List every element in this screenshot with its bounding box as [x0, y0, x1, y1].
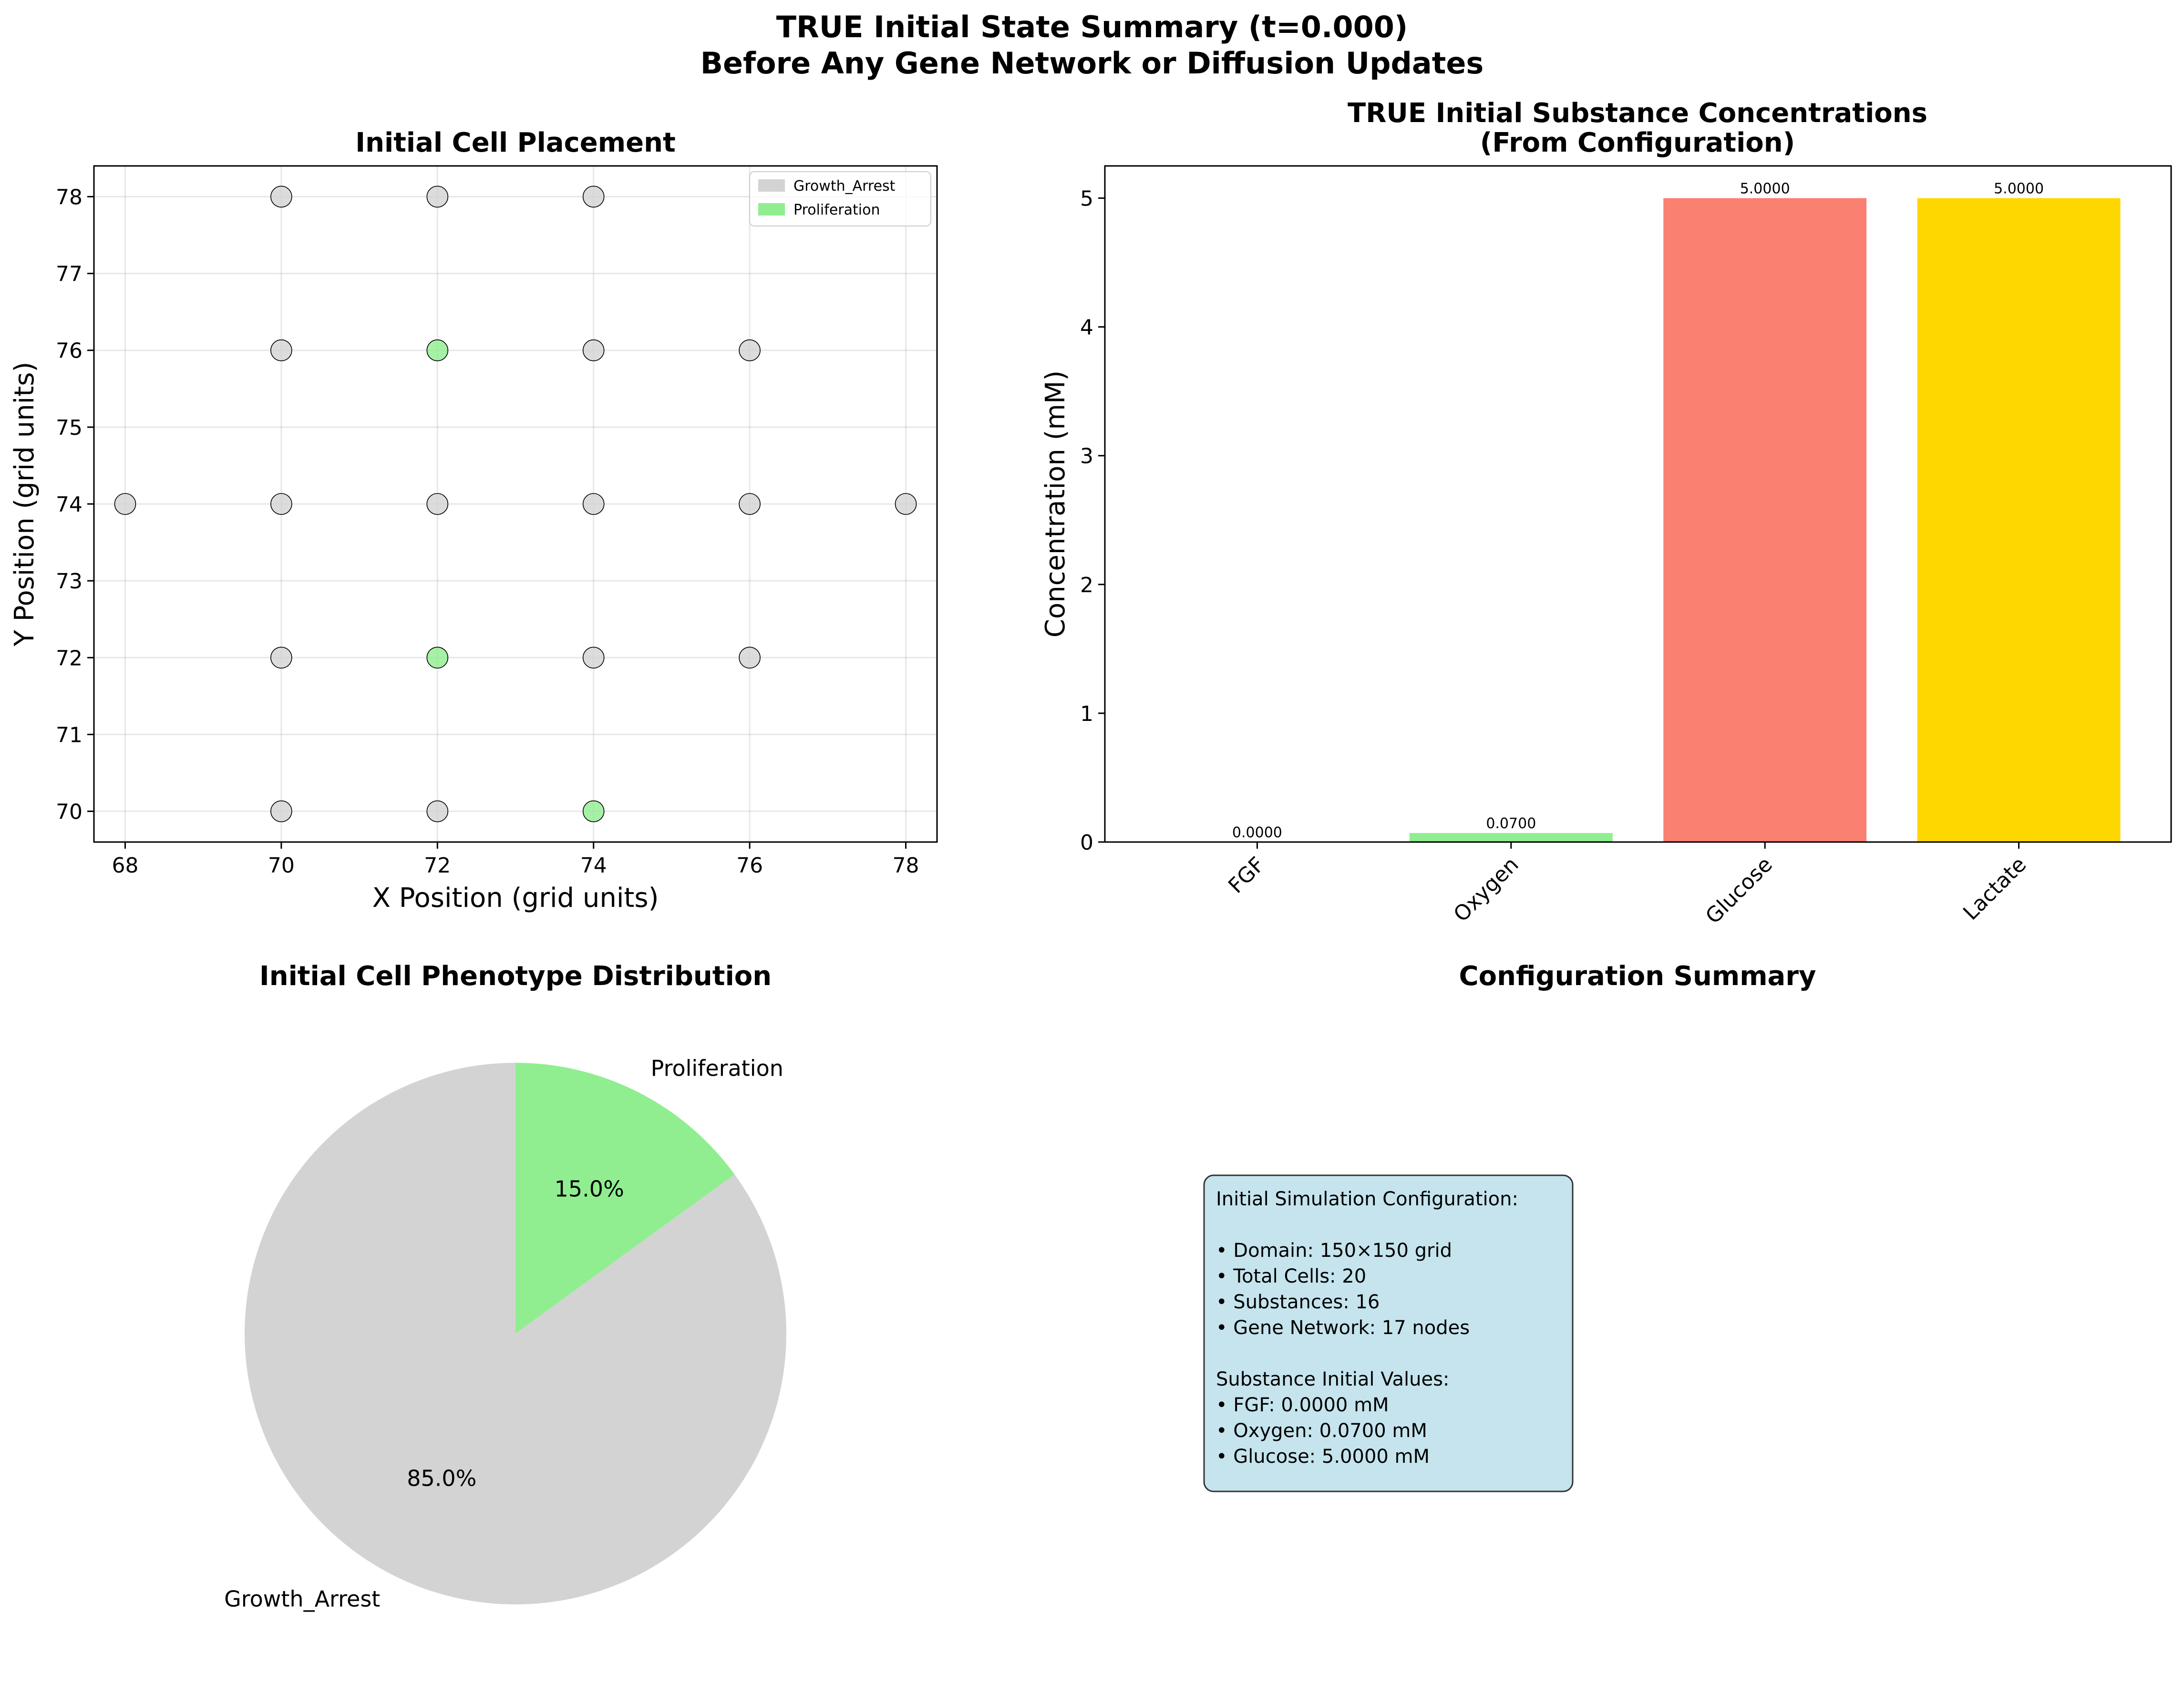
- scatter-point-growth-arrest: [739, 339, 761, 361]
- bar-panel: TRUE Initial Substance Concentrations (F…: [1040, 98, 2172, 929]
- scatter-point-proliferation: [426, 647, 449, 669]
- scatter-ytick-label: 71: [56, 723, 82, 747]
- scatter-point-growth-arrest: [426, 185, 449, 208]
- scatter-ticks: 68 70 72 74 76 78 70 71 72 73 74 75 76 77 78: [56, 185, 919, 878]
- scatter-legend: Growth_Arrest Proliferation: [749, 171, 931, 226]
- bar-value-label-glucose: 5.0000: [1740, 181, 1790, 197]
- pie-labels: Proliferation 15.0% Growth_Arrest 85.0%: [224, 1055, 783, 1612]
- scatter-ytick-label: 74: [56, 493, 82, 517]
- bar-xtick-label-oxygen: Oxygen: [1449, 853, 1524, 927]
- bar-lactate: [1917, 198, 2121, 842]
- bar-ytick-label: 4: [1080, 316, 1093, 340]
- config-line: • Total Cells: 20: [1216, 1265, 1366, 1287]
- config-line: • Substances: 16: [1216, 1291, 1380, 1313]
- legend-label-proliferation: Proliferation: [793, 202, 880, 218]
- scatter-xlabel: X Position (grid units): [372, 883, 659, 914]
- scatter-point-growth-arrest: [270, 185, 292, 208]
- scatter-point-proliferation: [582, 800, 605, 822]
- bar-ylabel: Concentration (mM): [1040, 370, 1071, 638]
- scatter-axes-frame: [93, 165, 938, 843]
- bar-bars: 0.0000 0.0700 5.0000 5.0000: [1232, 181, 2121, 842]
- bar-ticks: 0 1 2 3 4 5 FGF Oxygen Glucose Lactate: [1080, 187, 2031, 929]
- config-line: • Gene Network: 17 nodes: [1216, 1317, 1470, 1339]
- scatter-point-growth-arrest: [582, 339, 605, 361]
- config-title: Configuration Summary: [1459, 961, 1816, 992]
- config-box: [1203, 1174, 1574, 1492]
- bar-ytick-label: 2: [1080, 573, 1093, 597]
- scatter-grid: [94, 166, 937, 842]
- bar-title-line1: TRUE Initial Substance Concentrations: [1348, 98, 1927, 129]
- pie-label-proliferation: Proliferation: [651, 1055, 783, 1081]
- scatter-xtick-label: 78: [893, 853, 919, 878]
- bar-ytick-label: 3: [1080, 444, 1093, 469]
- scatter-point-proliferation: [426, 339, 449, 361]
- pie-panel: Initial Cell Phenotype Distribution Prol…: [224, 961, 787, 1612]
- scatter-points: [114, 185, 917, 822]
- scatter-point-growth-arrest: [270, 647, 292, 669]
- legend-box: [749, 171, 931, 226]
- scatter-ytick-label: 72: [56, 646, 82, 670]
- bar-axes-frame: [1104, 165, 2172, 843]
- scatter-point-growth-arrest: [270, 800, 292, 822]
- scatter-panel: Initial Cell Placement 68 70 72 74 76 78 70 71 7…: [9, 127, 938, 914]
- legend-label-growth-arrest: Growth_Arrest: [793, 178, 896, 195]
- pie-label-growth-arrest: Growth_Arrest: [224, 1586, 380, 1612]
- bar-ytick-label: 5: [1080, 187, 1093, 211]
- config-line: • Domain: 150×150 grid: [1216, 1240, 1452, 1262]
- bar-ytick-label: 1: [1080, 702, 1093, 726]
- bar-glucose: [1663, 198, 1867, 842]
- scatter-point-growth-arrest: [739, 647, 761, 669]
- bar-xtick-label-fgf: FGF: [1224, 853, 1269, 898]
- bar-value-label-fgf: 0.0000: [1232, 824, 1282, 841]
- scatter-xtick-label: 76: [736, 853, 763, 878]
- scatter-point-growth-arrest: [270, 493, 292, 515]
- bar-title-line2: (From Configuration): [1480, 127, 1795, 158]
- scatter-point-growth-arrest: [895, 493, 917, 515]
- scatter-ytick-label: 75: [56, 416, 82, 440]
- pie-slices: [245, 1063, 787, 1604]
- scatter-point-growth-arrest: [114, 493, 136, 515]
- legend-swatch-proliferation: [758, 203, 785, 216]
- config-line: Initial Simulation Configuration:: [1216, 1188, 1518, 1210]
- scatter-ytick-label: 76: [56, 339, 82, 363]
- config-line: • Oxygen: 0.0700 mM: [1216, 1420, 1427, 1442]
- scatter-point-growth-arrest: [426, 800, 449, 822]
- bar-value-label-lactate: 5.0000: [1994, 181, 2044, 197]
- bar-ytick-label: 0: [1080, 831, 1093, 855]
- scatter-ylabel: Y Position (grid units): [9, 362, 40, 647]
- scatter-xtick-label: 70: [268, 853, 295, 878]
- scatter-xtick-label: 68: [112, 853, 138, 878]
- config-line: • Glucose: 5.0000 mM: [1216, 1446, 1430, 1468]
- pie-title: Initial Cell Phenotype Distribution: [259, 961, 772, 992]
- pie-slice-growth-arrest: [245, 1063, 787, 1604]
- config-line: Substance Initial Values:: [1216, 1368, 1449, 1390]
- scatter-point-growth-arrest: [270, 339, 292, 361]
- config-line: • FGF: 0.0000 mM: [1216, 1394, 1389, 1416]
- bar-value-label-oxygen: 0.0700: [1486, 815, 1536, 832]
- scatter-point-growth-arrest: [426, 493, 449, 515]
- scatter-point-growth-arrest: [582, 185, 605, 208]
- scatter-ytick-label: 73: [56, 569, 82, 594]
- scatter-xtick-label: 72: [424, 853, 451, 878]
- scatter-ytick-label: 70: [56, 800, 82, 824]
- config-panel: Configuration Summary Initial Simulation…: [1203, 961, 1816, 1492]
- suptitle-line1: TRUE Initial State Summary (t=0.000): [776, 10, 1408, 44]
- bar-oxygen: [1409, 833, 1613, 842]
- scatter-point-growth-arrest: [582, 493, 605, 515]
- pie-slice-proliferation: [515, 1063, 735, 1334]
- bar-xtick-label-glucose: Glucose: [1701, 853, 1777, 929]
- pie-pct-proliferation: 15.0%: [555, 1176, 624, 1202]
- scatter-xtick-label: 74: [580, 853, 607, 878]
- suptitle-line2: Before Any Gene Network or Diffusion Upd…: [701, 46, 1484, 81]
- scatter-point-growth-arrest: [582, 647, 605, 669]
- config-lines: Initial Simulation Configuration: • Domai…: [1216, 1188, 1518, 1468]
- scatter-title: Initial Cell Placement: [355, 127, 675, 158]
- scatter-ytick-label: 78: [56, 185, 82, 209]
- bar-xtick-label-lactate: Lactate: [1958, 853, 2031, 925]
- scatter-ytick-label: 77: [56, 262, 82, 287]
- legend-swatch-growth-arrest: [758, 179, 785, 192]
- scatter-point-growth-arrest: [739, 493, 761, 515]
- pie-pct-growth-arrest: 85.0%: [407, 1466, 476, 1491]
